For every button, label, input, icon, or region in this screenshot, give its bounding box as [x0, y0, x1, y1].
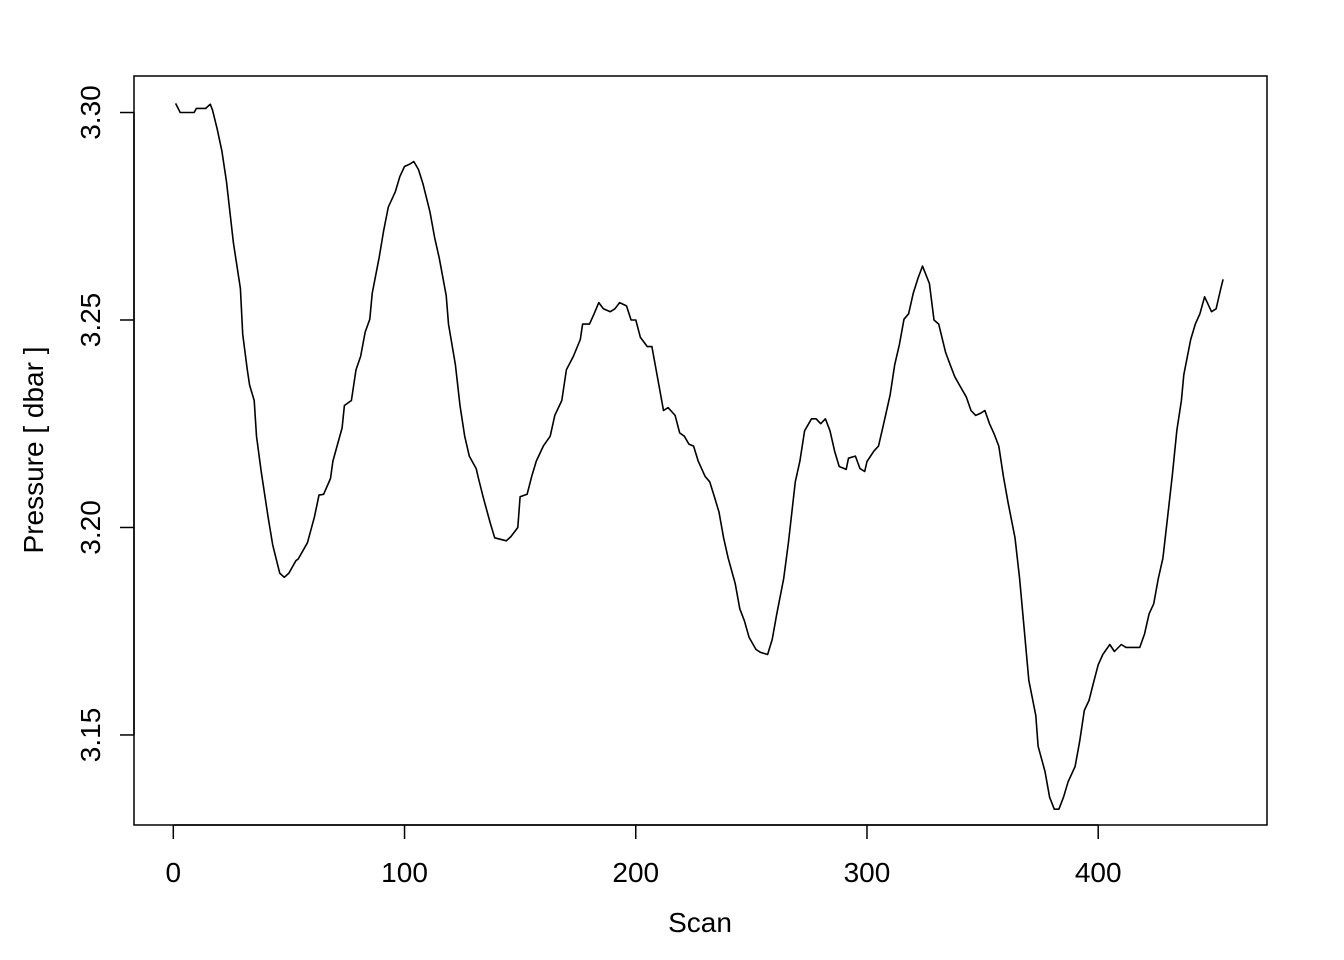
x-tick-label: 300 — [844, 857, 891, 888]
x-axis: 0 100 200 300 400 — [166, 824, 1122, 888]
x-axis-label: Scan — [668, 907, 732, 938]
x-tick-label: 100 — [381, 857, 428, 888]
plot-frame — [133, 75, 1268, 826]
y-tick-label: 3.30 — [75, 85, 106, 140]
y-tick-label: 3.15 — [75, 708, 106, 763]
y-axis: 3.15 3.20 3.25 3.30 — [75, 85, 135, 763]
y-tick-label: 3.25 — [75, 293, 106, 348]
y-axis-label: Pressure [ dbar ] — [18, 347, 49, 554]
x-tick-label: 200 — [612, 857, 659, 888]
y-tick-label: 3.20 — [75, 500, 106, 555]
pressure-series-line — [174, 103, 1224, 810]
x-tick-label: 0 — [166, 857, 182, 888]
x-tick-label: 400 — [1075, 857, 1122, 888]
